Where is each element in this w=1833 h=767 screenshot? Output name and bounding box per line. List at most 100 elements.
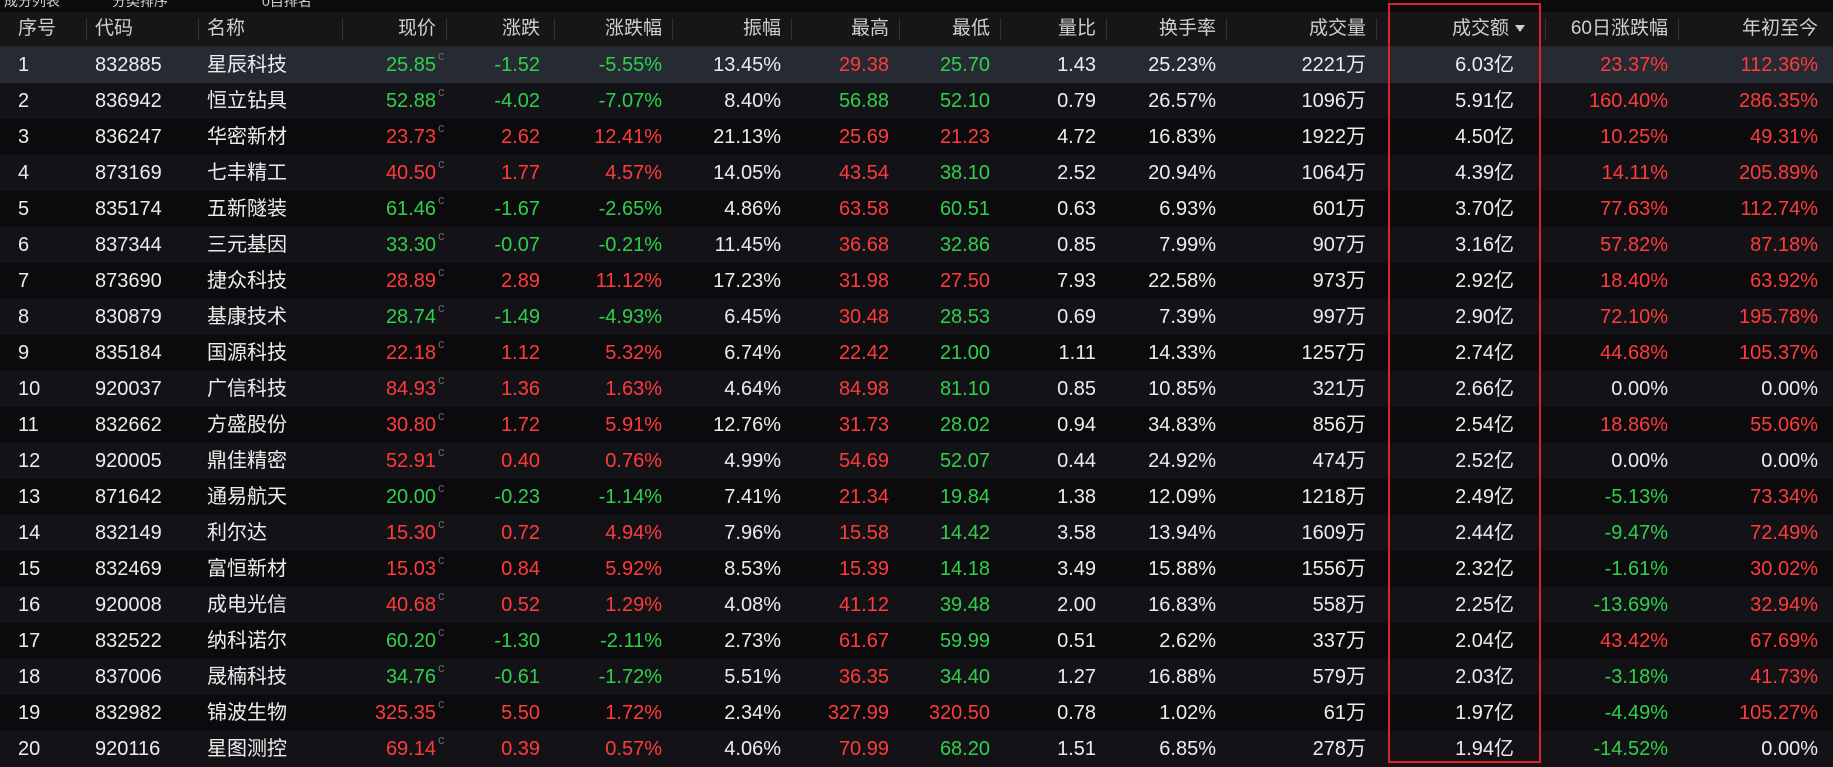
cell-code: 873169: [95, 162, 162, 184]
table-row[interactable]: 9 835184 国源科技 22.18 c 1.12 5.32% 6.74% 22.42 21.0…: [0, 335, 1833, 371]
cell-low: 39.48: [939, 594, 990, 616]
price-marker: c: [438, 336, 445, 351]
cell-low: 59.99: [939, 630, 990, 652]
cell-high: 21.34: [838, 486, 889, 508]
table-row[interactable]: 14 832149 利尔达 15.30 c 0.72 4.94% 7.96% 15.58 14.4…: [0, 515, 1833, 551]
cell-ytd: 32.94%: [1750, 594, 1818, 616]
table-row[interactable]: 6 837344 三元基因 33.30 c -0.07 -0.21% 11.45% 36.68 3…: [0, 227, 1833, 263]
cell-volume-ratio: 1.27: [1057, 666, 1096, 688]
cell-60d-change: 0.00%: [1611, 450, 1668, 472]
cell-amount: 1.97亿: [1455, 702, 1514, 724]
cell-amount: 2.32亿: [1455, 558, 1514, 580]
cell-price: 60.20: [385, 630, 436, 652]
col-header-60d-change[interactable]: 60日涨跌幅: [1570, 18, 1668, 39]
col-header-volume[interactable]: 成交量: [1308, 18, 1366, 39]
cell-low: 21.00: [939, 342, 990, 364]
cell-price: 34.76: [385, 666, 436, 688]
price-marker: c: [438, 408, 445, 423]
price-marker: c: [438, 264, 445, 279]
cell-volume-ratio: 0.69: [1057, 306, 1096, 328]
col-header-name[interactable]: 名称: [207, 18, 246, 39]
col-header-amplitude[interactable]: 振幅: [742, 18, 781, 39]
cell-amplitude: 7.96%: [724, 522, 781, 544]
cell-ytd: 286.35%: [1739, 90, 1818, 112]
price-marker: c: [438, 48, 445, 63]
cell-ytd: 41.73%: [1750, 666, 1818, 688]
tab-category-sort[interactable]: 分类排序: [112, 0, 168, 9]
table-row[interactable]: 16 920008 成电光信 40.68 c 0.52 1.29% 4.08% 41.12 39.…: [0, 587, 1833, 623]
col-header-amount[interactable]: 成交额: [1376, 12, 1525, 46]
col-header-seq[interactable]: 序号: [18, 18, 57, 39]
cell-ytd: 105.27%: [1739, 702, 1818, 724]
table-row[interactable]: 15 832469 富恒新材 15.03 c 0.84 5.92% 8.53% 15.39 14.…: [0, 551, 1833, 587]
cell-change: -1.49: [494, 306, 540, 328]
col-header-high[interactable]: 最高: [850, 18, 889, 39]
cell-code: 832982: [95, 702, 162, 724]
cell-turnover: 24.92%: [1148, 450, 1216, 472]
cell-seq: 14: [18, 522, 41, 544]
cell-turnover: 10.85%: [1148, 378, 1216, 400]
cell-change: 0.40: [501, 450, 540, 472]
tab-constituents[interactable]: 成分列表: [4, 0, 60, 9]
cell-volume-ratio: 0.85: [1057, 378, 1096, 400]
table-row[interactable]: 18 837006 晟楠科技 34.76 c -0.61 -1.72% 5.51% 36.35 3…: [0, 659, 1833, 695]
table-row[interactable]: 11 832662 方盛股份 30.80 c 1.72 5.91% 12.76% 31.73 28…: [0, 407, 1833, 443]
cell-high: 25.69: [838, 126, 889, 148]
col-header-turnover[interactable]: 换手率: [1158, 18, 1216, 39]
col-header-volume-ratio[interactable]: 量比: [1057, 18, 1096, 39]
col-header-code[interactable]: 代码: [95, 18, 134, 39]
table-row[interactable]: 8 830879 基康技术 28.74 c -1.49 -4.93% 6.45% 30.48 28…: [0, 299, 1833, 335]
price-marker: c: [438, 732, 445, 747]
cell-change: 1.12: [501, 342, 540, 364]
cell-code: 832885: [95, 54, 162, 76]
cell-amount: 4.50亿: [1455, 126, 1514, 148]
cell-name: 星辰科技: [207, 54, 287, 76]
table-row[interactable]: 10 920037 广信科技 84.93 c 1.36 1.63% 4.64% 84.98 81.…: [0, 371, 1833, 407]
cell-turnover: 7.99%: [1159, 234, 1216, 256]
cell-amount: 2.49亿: [1455, 486, 1514, 508]
table-row[interactable]: 7 873690 捷众科技 28.89 c 2.89 11.12% 17.23% 31.98 27…: [0, 263, 1833, 299]
col-header-price[interactable]: 现价: [397, 18, 436, 39]
table-row[interactable]: 13 871642 通易航天 20.00 c -0.23 -1.14% 7.41% 21.34 1…: [0, 479, 1833, 515]
cell-turnover: 12.09%: [1148, 486, 1216, 508]
cell-code: 832662: [95, 414, 162, 436]
cell-amplitude: 4.06%: [724, 738, 781, 760]
table-row[interactable]: 17 832522 纳科诺尔 60.20 c -1.30 -2.11% 2.73% 61.67 5…: [0, 623, 1833, 659]
table-row[interactable]: 1 832885 星辰科技 25.85 c -1.52 -5.55% 13.45% 29.38 2…: [0, 47, 1833, 83]
cell-amplitude: 12.76%: [713, 414, 781, 436]
col-header-change-pct[interactable]: 涨跌幅: [604, 18, 662, 39]
table-row[interactable]: 19 832982 锦波生物 325.35 c 5.50 1.72% 2.34% 327.99 3…: [0, 695, 1833, 731]
cell-high: 31.98: [838, 270, 889, 292]
cell-low: 34.40: [939, 666, 990, 688]
cell-low: 27.50: [939, 270, 990, 292]
tab-ranking[interactable]: 0自排名: [262, 0, 312, 9]
cell-amplitude: 2.73%: [724, 630, 781, 652]
cell-volume-ratio: 3.49: [1057, 558, 1096, 580]
cell-code: 835174: [95, 198, 162, 220]
price-marker: c: [438, 156, 445, 171]
col-header-ytd[interactable]: 年初至今: [1741, 18, 1818, 39]
table-row[interactable]: 20 920116 星图测控 69.14 c 0.39 0.57% 4.06% 70.99 68.…: [0, 731, 1833, 767]
cell-change: 1.77: [501, 162, 540, 184]
cell-amount: 2.44亿: [1455, 522, 1514, 544]
cell-seq: 20: [18, 738, 41, 760]
cell-price: 61.46: [385, 198, 436, 220]
table-row[interactable]: 5 835174 五新隧装 61.46 c -1.67 -2.65% 4.86% 63.58 60…: [0, 191, 1833, 227]
cell-60d-change: 23.37%: [1600, 54, 1668, 76]
cell-name: 恒立钻具: [207, 90, 287, 112]
cell-60d-change: 0.00%: [1611, 378, 1668, 400]
col-header-change[interactable]: 涨跌: [501, 18, 540, 39]
cell-amount: 2.03亿: [1455, 666, 1514, 688]
col-header-low[interactable]: 最低: [951, 18, 990, 39]
cell-low: 28.53: [939, 306, 990, 328]
cell-ytd: 205.89%: [1739, 162, 1818, 184]
table-row[interactable]: 4 873169 七丰精工 40.50 c 1.77 4.57% 14.05% 43.54 38.…: [0, 155, 1833, 191]
table-row[interactable]: 2 836942 恒立钻具 52.88 c -4.02 -7.07% 8.40% 56.88 52…: [0, 83, 1833, 119]
table-row[interactable]: 3 836247 华密新材 23.73 c 2.62 12.41% 21.13% 25.69 21…: [0, 119, 1833, 155]
cell-change-pct: -1.72%: [598, 666, 662, 688]
cell-name: 星图测控: [207, 738, 287, 760]
table-row[interactable]: 12 920005 鼎佳精密 52.91 c 0.40 0.76% 4.99% 54.69 52.…: [0, 443, 1833, 479]
cell-volume: 61万: [1323, 702, 1366, 724]
cell-seq: 1: [18, 54, 30, 76]
cell-amplitude: 2.34%: [724, 702, 781, 724]
